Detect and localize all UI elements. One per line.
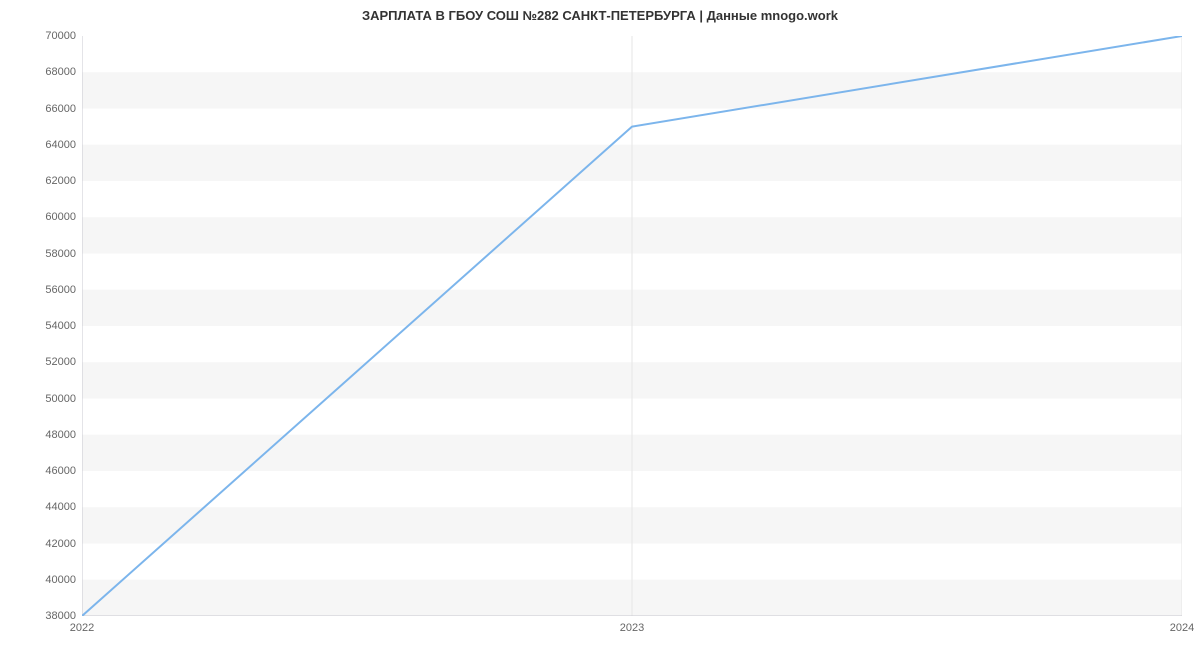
chart-svg	[82, 36, 1182, 616]
y-tick-label: 68000	[45, 66, 82, 78]
y-tick-label: 62000	[45, 175, 82, 187]
y-tick-label: 58000	[45, 248, 82, 260]
y-tick-label: 48000	[45, 429, 82, 441]
x-tick-label: 2023	[620, 616, 644, 634]
x-tick-label: 2024	[1170, 616, 1194, 634]
chart-title: ЗАРПЛАТА В ГБОУ СОШ №282 САНКТ-ПЕТЕРБУРГ…	[0, 8, 1200, 23]
salary-line-chart: ЗАРПЛАТА В ГБОУ СОШ №282 САНКТ-ПЕТЕРБУРГ…	[0, 0, 1200, 650]
plot-area: 3800040000420004400046000480005000052000…	[82, 36, 1182, 616]
y-tick-label: 54000	[45, 320, 82, 332]
y-tick-label: 46000	[45, 465, 82, 477]
y-tick-label: 44000	[45, 501, 82, 513]
y-tick-label: 64000	[45, 139, 82, 151]
y-tick-label: 52000	[45, 356, 82, 368]
y-tick-label: 56000	[45, 284, 82, 296]
y-tick-label: 50000	[45, 393, 82, 405]
y-tick-label: 70000	[45, 30, 82, 42]
y-tick-label: 66000	[45, 103, 82, 115]
y-tick-label: 40000	[45, 574, 82, 586]
y-tick-label: 60000	[45, 211, 82, 223]
x-tick-label: 2022	[70, 616, 94, 634]
y-tick-label: 42000	[45, 538, 82, 550]
